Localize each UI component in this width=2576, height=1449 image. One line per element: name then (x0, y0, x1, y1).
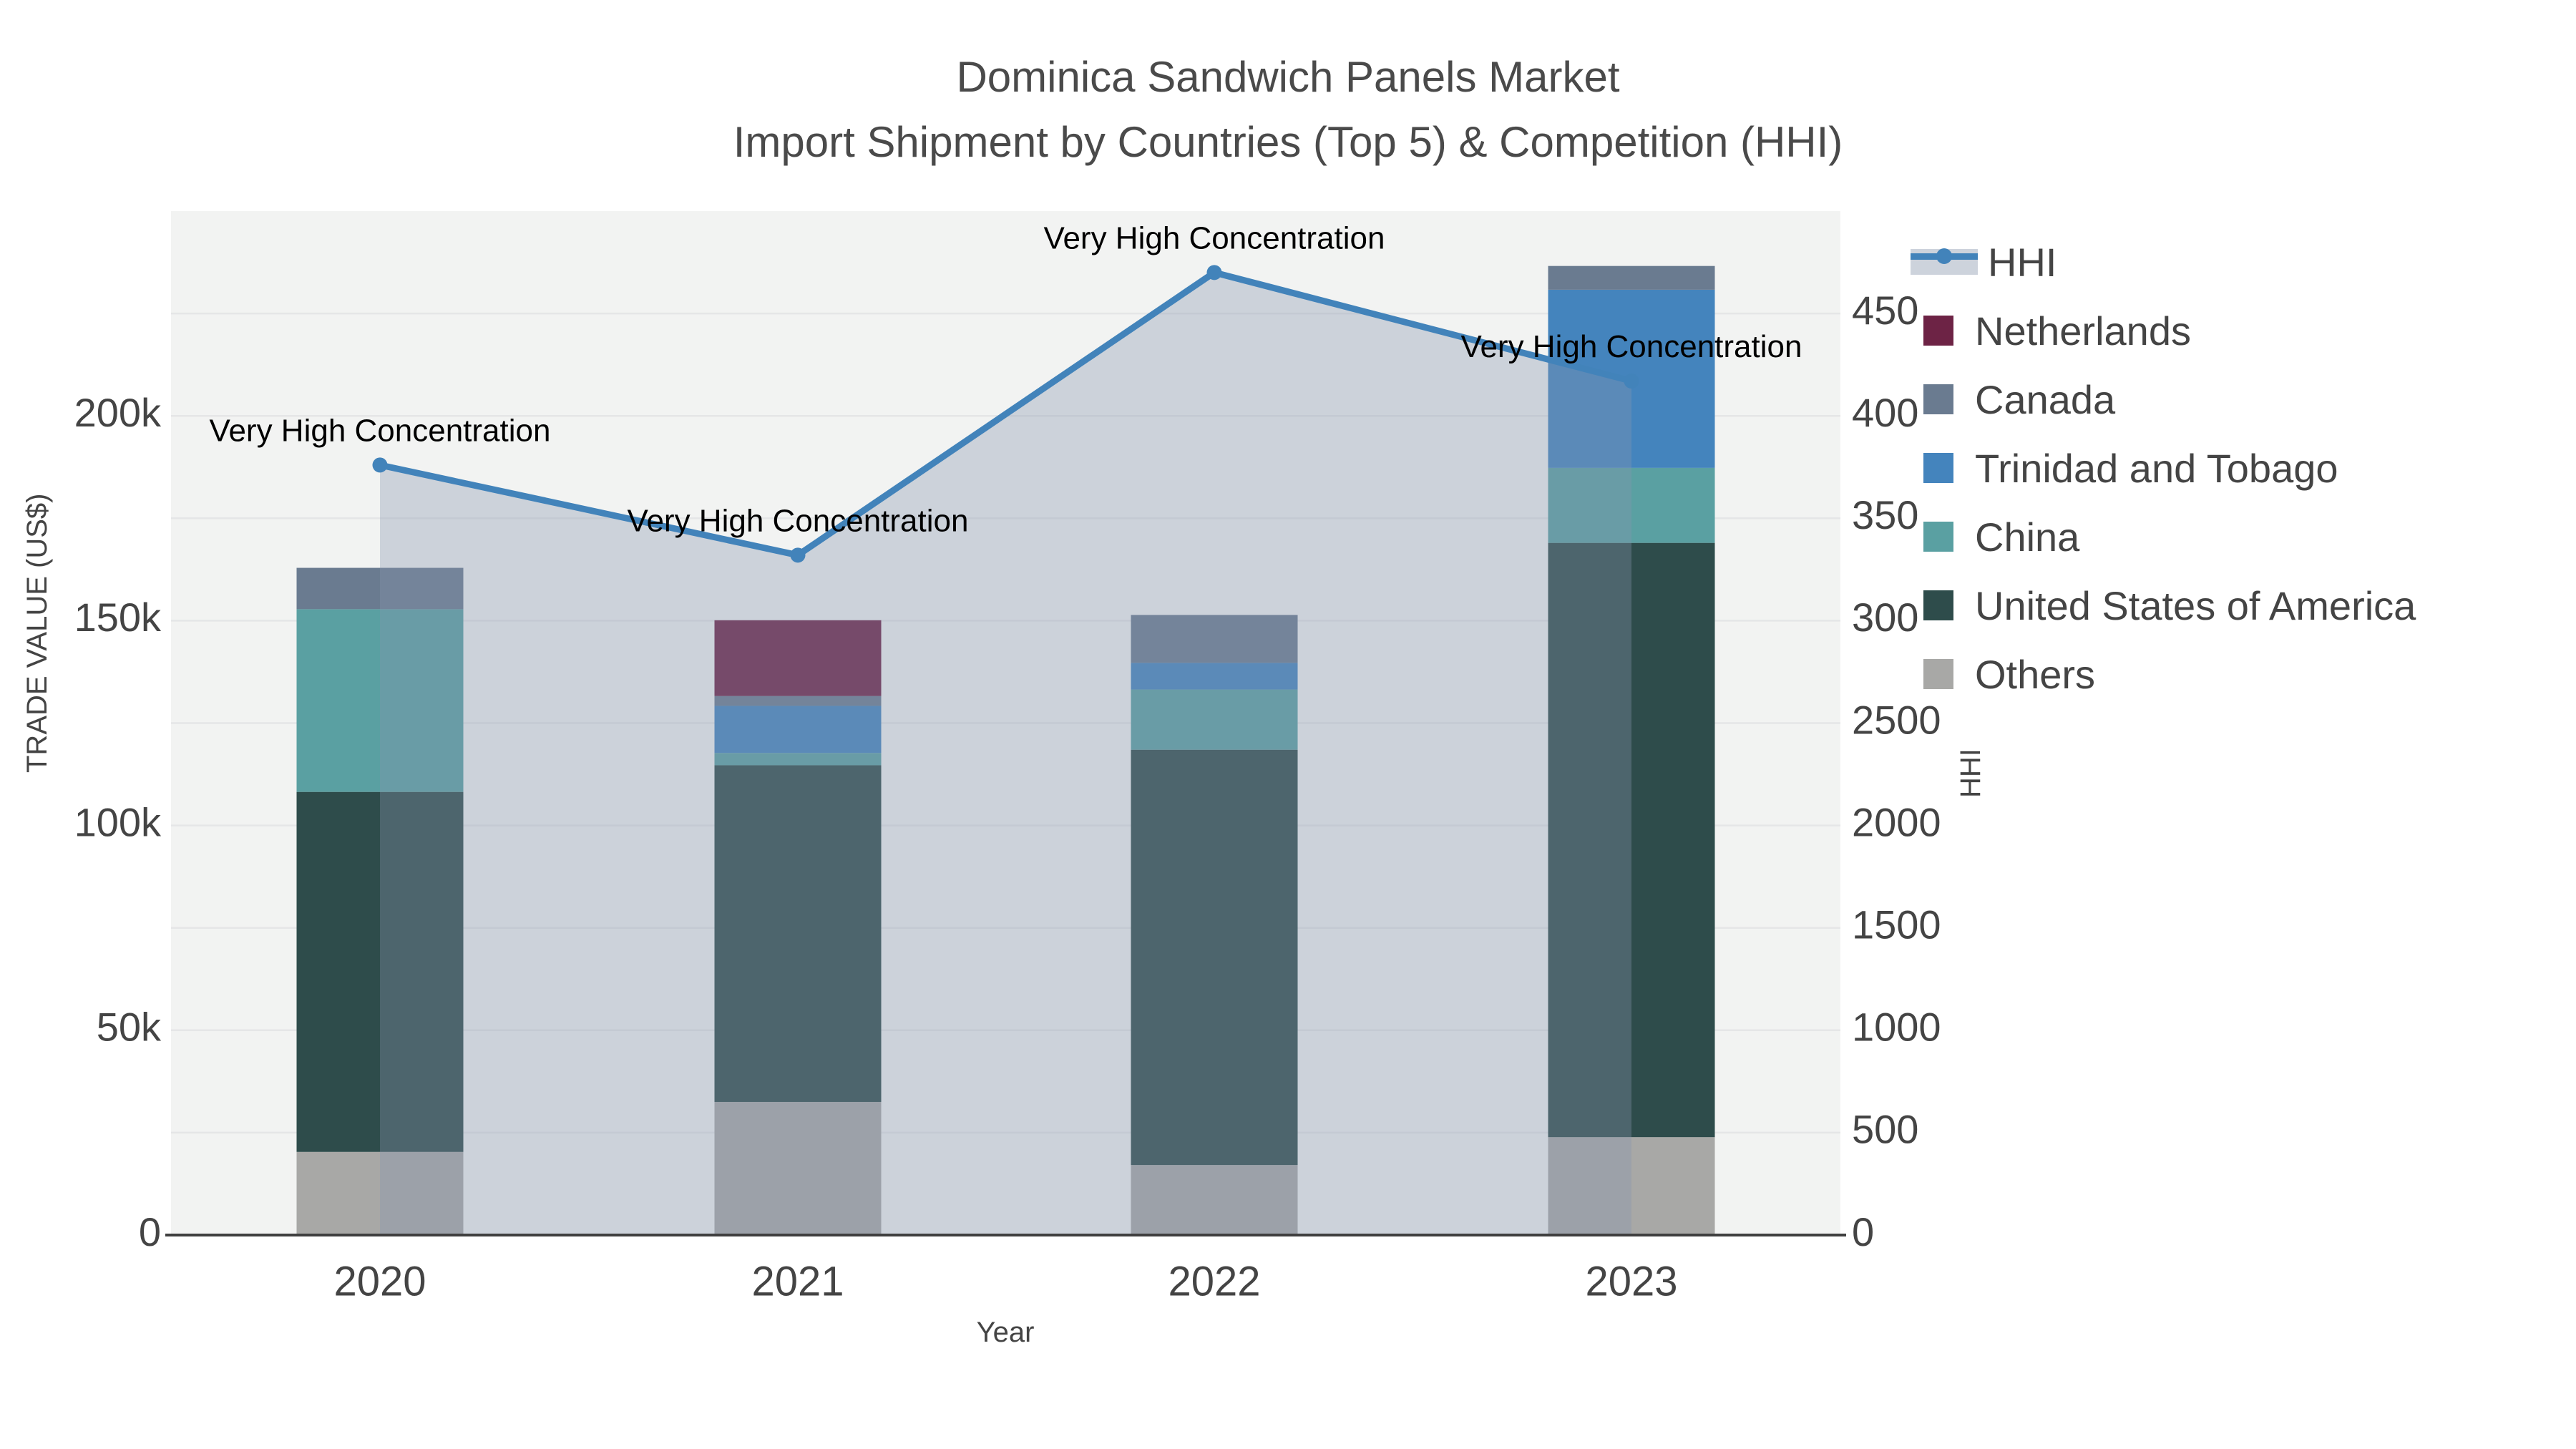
legend-item-trinidad-and-tobago[interactable]: Trinidad and Tobago (1923, 434, 2416, 502)
annotation-2022: Very High Concentration (1044, 220, 1385, 255)
right-tick-500: 500 (1852, 1107, 1918, 1152)
right-axis-title: HHI (1955, 748, 1986, 798)
x-tick-2021: 2021 (751, 1258, 844, 1304)
legend-item-united-states-of-america[interactable]: United States of America (1923, 571, 2416, 640)
legend-label: Trinidad and Tobago (1975, 445, 2338, 491)
left-tick-200k: 200k (74, 390, 162, 435)
legend-swatch (1923, 453, 1953, 483)
bar-segment-canada-2022[interactable] (1131, 615, 1298, 663)
legend-label: Canada (1975, 376, 2116, 422)
legend-item-netherlands[interactable]: Netherlands (1923, 296, 2416, 365)
bar-segment-united-states-of-america-2020[interactable] (296, 791, 464, 1152)
bar-segment-canada-2023[interactable] (1548, 265, 1715, 290)
bar-segment-canada-2021[interactable] (714, 696, 882, 706)
annotation-2021: Very High Concentration (628, 503, 969, 538)
hhi-marker-2022[interactable] (1206, 265, 1222, 280)
bar-segment-others-2023[interactable] (1548, 1137, 1715, 1235)
right-tick-1500: 1500 (1852, 902, 1941, 947)
left-tick-100k: 100k (74, 799, 162, 844)
bar-segment-china-2022[interactable] (1131, 689, 1298, 750)
chart-title-line1: Dominica Sandwich Panels Market (956, 53, 1620, 101)
chart-title-line2: Import Shipment by Countries (Top 5) & C… (733, 118, 1843, 167)
legend-item-canada[interactable]: Canada (1923, 365, 2416, 434)
bar-segment-netherlands-2021[interactable] (714, 620, 882, 696)
right-tick-300: 300 (1852, 595, 1918, 640)
hhi-marker-2021[interactable] (790, 547, 806, 563)
chart-title: Dominica Sandwich Panels Market Import S… (0, 44, 2576, 175)
legend-swatch (1923, 590, 1953, 620)
bar-segment-others-2022[interactable] (1131, 1165, 1298, 1235)
right-tick-1000: 1000 (1852, 1005, 1941, 1050)
legend-swatch (1923, 316, 1953, 346)
bar-segment-china-2021[interactable] (714, 753, 882, 766)
bar-segment-china-2020[interactable] (296, 609, 464, 792)
bar-segment-united-states-of-america-2022[interactable] (1131, 749, 1298, 1166)
hhi-marker-2023[interactable] (1624, 374, 1639, 389)
x-axis-title: Year (976, 1317, 1035, 1348)
legend-label: United States of America (1975, 582, 2416, 628)
legend-label: Others (1975, 651, 2096, 697)
legend-item-china[interactable]: China (1923, 502, 2416, 571)
legend-item-hhi[interactable]: HHI (1911, 228, 2416, 296)
bar-segment-trinidad-and-tobago-2021[interactable] (714, 706, 882, 753)
annotation-2023: Very High Concentration (1461, 329, 1802, 364)
bar-segment-united-states-of-america-2021[interactable] (714, 765, 882, 1102)
bar-segment-china-2023[interactable] (1548, 467, 1715, 543)
bar-segment-others-2021[interactable] (714, 1101, 882, 1235)
hhi-line (376, 269, 1635, 559)
legend-label: Netherlands (1975, 308, 2191, 353)
bar-segment-others-2020[interactable] (296, 1151, 464, 1235)
right-tick-2500: 2500 (1852, 697, 1941, 742)
right-tick-2000: 2000 (1852, 799, 1941, 844)
bar-segment-canada-2020[interactable] (296, 567, 464, 610)
right-tick-400: 400 (1852, 390, 1918, 435)
annotation-2020: Very High Concentration (210, 414, 551, 449)
right-tick-350: 350 (1852, 492, 1918, 537)
legend-swatch (1923, 384, 1953, 414)
legend-swatch (1923, 659, 1953, 689)
legend-label: HHI (1988, 239, 2057, 285)
legend-swatch (1923, 522, 1953, 552)
bar-segment-united-states-of-america-2023[interactable] (1548, 542, 1715, 1138)
legend-label: China (1975, 514, 2080, 560)
hhi-line-symbol (1911, 248, 1978, 275)
bar-segment-trinidad-and-tobago-2022[interactable] (1131, 663, 1298, 690)
hhi-area-fill (380, 272, 1631, 1235)
hhi-marker-2020[interactable] (372, 457, 388, 473)
legend-item-others[interactable]: Others (1923, 640, 2416, 708)
x-tick-2023: 2023 (1585, 1258, 1677, 1304)
left-tick-150k: 150k (74, 595, 162, 640)
left-tick-0: 0 (139, 1209, 161, 1254)
right-tick-450: 450 (1852, 288, 1918, 333)
right-tick-0: 0 (1852, 1209, 1874, 1254)
left-tick-50k: 50k (97, 1005, 162, 1050)
x-tick-2020: 2020 (333, 1258, 426, 1304)
left-axis-title: TRADE VALUE (US$) (21, 493, 53, 773)
legend: HHI Netherlands Canada Trinidad and Tobago C… (1911, 228, 2416, 708)
x-tick-2022: 2022 (1168, 1258, 1260, 1304)
